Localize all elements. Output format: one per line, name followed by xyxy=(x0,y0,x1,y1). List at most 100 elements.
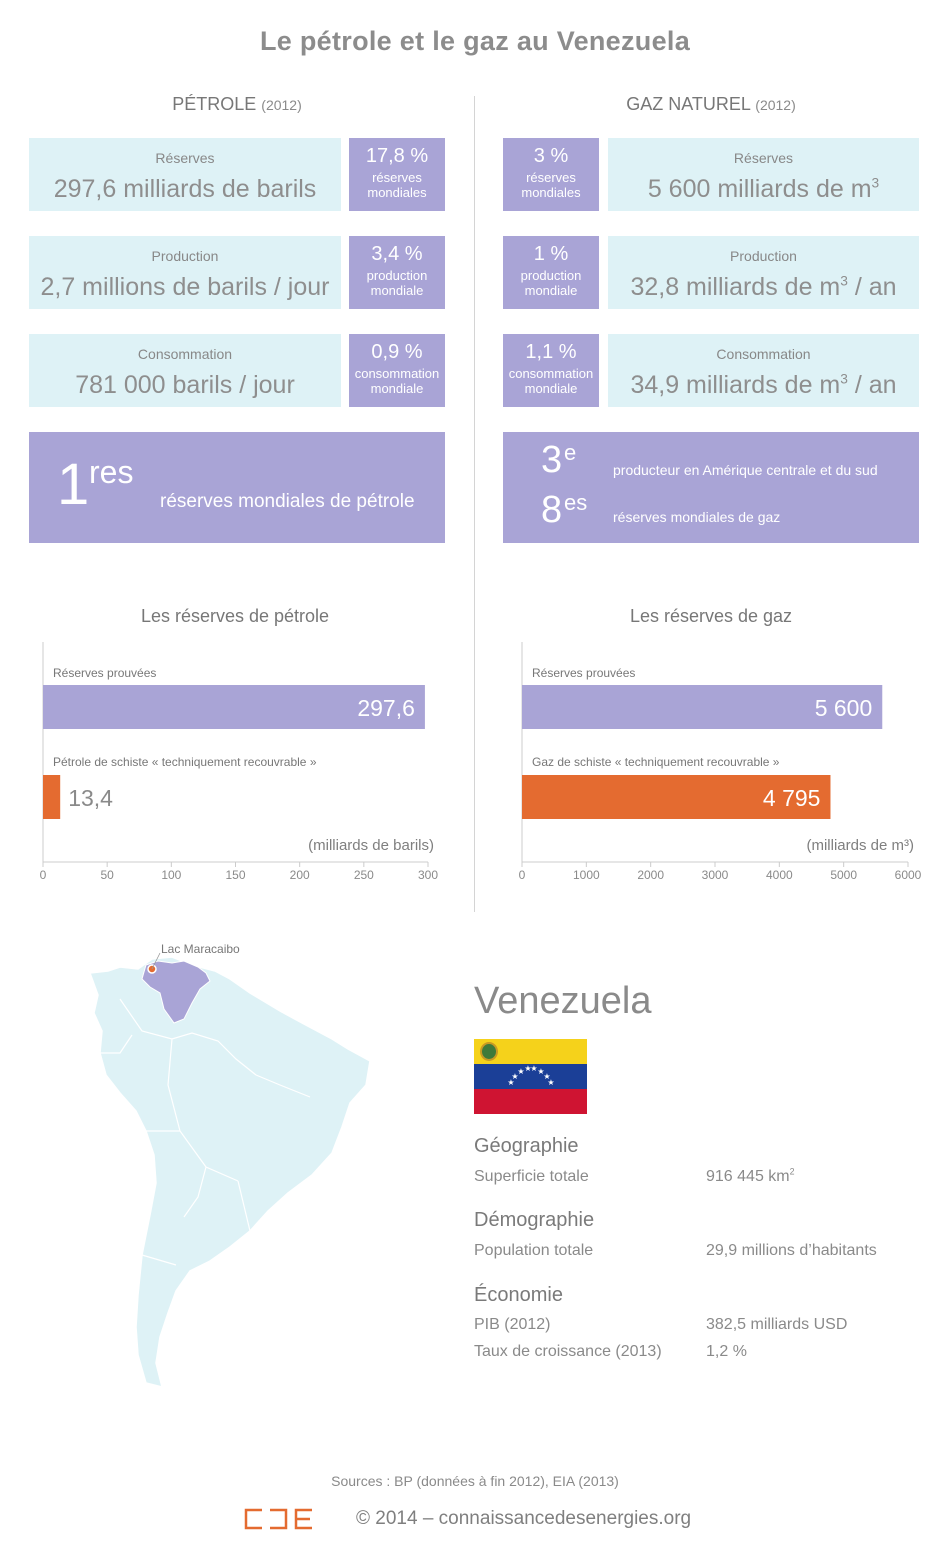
x-tick-label: 250 xyxy=(354,868,374,882)
chart-title-petrole: Les réserves de pétrole xyxy=(140,606,330,626)
petrole-reserves-pct: 17,8 % xyxy=(365,145,429,167)
gaz-reserves-box: Réserves 5 600 milliards de m3 xyxy=(608,138,919,211)
svg-text:★: ★ xyxy=(547,1078,554,1087)
petrole-rank-suffix: res xyxy=(89,454,134,490)
lake-label: Lac Maracaibo xyxy=(161,942,240,956)
gaz-production-pct: 1 % xyxy=(533,243,569,265)
x-tick-label: 1000 xyxy=(573,868,600,882)
economy-heading: Économie xyxy=(474,1284,563,1306)
gaz-production-box: Production 32,8 milliards de m3 / an xyxy=(608,236,919,309)
bar-value-label: 5 600 xyxy=(815,695,873,721)
south-america-shape xyxy=(88,956,371,1389)
petrole-consommation-pct-box: 0,9 % consommation mondiale xyxy=(349,334,445,407)
cde-logo xyxy=(244,1508,312,1530)
sources: Sources : BP (données à fin 2012), EIA (… xyxy=(331,1473,619,1489)
gaz-production-label: Production xyxy=(730,248,797,264)
gaz-consommation-label: Consommation xyxy=(716,346,811,362)
bar-value-label: 297,6 xyxy=(357,695,415,721)
flag-yellow-stripe xyxy=(474,1039,587,1064)
demography-heading: Démographie xyxy=(474,1209,595,1231)
petrole-rank-text: réserves mondiales de pétrole xyxy=(160,491,415,512)
bar xyxy=(43,685,425,729)
gaz-reserves-pct: 3 % xyxy=(533,145,569,167)
coat-of-arms-icon xyxy=(480,1042,498,1061)
growth-value: 1,2 % xyxy=(706,1343,747,1360)
petrole-consommation-value: 781 000 barils / jour xyxy=(75,371,295,399)
pct-caption: mondiale xyxy=(524,381,578,396)
petrole-reserves-value: 297,6 milliards de barils xyxy=(53,175,317,203)
svg-text:★: ★ xyxy=(517,1067,524,1076)
x-tick-label: 100 xyxy=(161,868,181,882)
country-borders xyxy=(100,998,311,1266)
petrole-consommation-pct: 0,9 % xyxy=(371,341,423,363)
svg-text:★: ★ xyxy=(543,1072,550,1081)
stars-icon: ★★★ ★ ★ ★★★ xyxy=(507,1064,554,1087)
pct-caption: mondiale xyxy=(370,283,424,298)
chart-unit-label: (milliards de m³) xyxy=(806,837,914,854)
svg-text:★: ★ xyxy=(537,1067,544,1076)
geography-heading: Géographie xyxy=(474,1135,579,1157)
petrole-consommation-label: Consommation xyxy=(137,346,233,362)
x-tick-label: 50 xyxy=(100,868,114,882)
population-label: Population totale xyxy=(474,1242,594,1259)
bar-category-label: Réserves prouvées xyxy=(532,666,635,680)
gaz-rank1-number: 3 xyxy=(541,439,563,481)
petrole-production-pct-box: 3,4 % production mondiale xyxy=(349,236,445,309)
bar xyxy=(43,775,61,819)
bar xyxy=(522,685,883,729)
x-tick-label: 5000 xyxy=(830,868,857,882)
pct-caption: mondiale xyxy=(370,381,424,396)
chart-petrole: 0 50 100 150 200 250 300 Réserves prouvées 297,6… xyxy=(40,642,438,882)
gaz-heading: GAZ NATUREL (2012) xyxy=(626,94,796,114)
south-america-map xyxy=(88,952,371,1389)
petrole-reserves-label: Réserves xyxy=(155,150,215,166)
svg-text:★: ★ xyxy=(530,1064,537,1073)
gaz-rank1-suffix: e xyxy=(564,440,577,465)
x-tick-label: 4000 xyxy=(766,868,793,882)
growth-label: Taux de croissance (2013) xyxy=(474,1343,662,1360)
petrole-reserves-pct-box: 17,8 % réserves mondiales xyxy=(349,138,445,211)
gaz-rank2-text: réserves mondiales de gaz xyxy=(613,509,781,525)
pct-caption: mondiales xyxy=(521,185,581,200)
petrole-reserves-box: Réserves 297,6 milliards de barils xyxy=(29,138,341,211)
pct-caption: consommation xyxy=(354,366,440,381)
bar-value-label: 4 795 xyxy=(763,785,821,811)
gaz-reserves-label: Réserves xyxy=(733,150,794,166)
bar xyxy=(522,775,831,819)
pct-caption: réserves xyxy=(526,170,576,185)
gaz-rank2-number: 8 xyxy=(541,489,563,531)
area-label: Superficie totale xyxy=(474,1168,589,1185)
gaz-consommation-value: 34,9 milliards de m3 / an xyxy=(630,371,897,399)
svg-text:★: ★ xyxy=(511,1072,518,1081)
gaz-reserves-value: 5 600 milliards de m3 xyxy=(647,175,880,203)
column-divider xyxy=(474,96,475,912)
petrole-rank-box: 1 res réserves mondiales de pétrole xyxy=(29,432,445,543)
gaz-rank2-suffix: es xyxy=(564,490,588,515)
petrole-production-value: 2,7 millions de barils / jour xyxy=(40,273,330,301)
chart-title-gaz: Les réserves de gaz xyxy=(629,606,793,626)
country-name: Venezuela xyxy=(474,980,652,1022)
gaz-reserves-pct-box: 3 % réserves mondiales xyxy=(503,138,599,211)
chart-gaz: 0 1000 2000 3000 4000 5000 6000 Réserves prouvé… xyxy=(519,642,922,882)
gaz-production-value: 32,8 milliards de m3 / an xyxy=(630,273,897,301)
petrole-consommation-box: Consommation 781 000 barils / jour xyxy=(29,334,341,407)
bar-value-label: 13,4 xyxy=(68,785,113,811)
pib-label: PIB (2012) xyxy=(474,1316,551,1333)
gaz-rank1-text: producteur en Amérique centrale et du su… xyxy=(613,462,878,478)
x-tick-label: 0 xyxy=(40,868,47,882)
gaz-production-pct-box: 1 % production mondiale xyxy=(503,236,599,309)
flag-red-stripe xyxy=(474,1089,587,1114)
petrole-production-pct: 3,4 % xyxy=(371,243,423,265)
pct-caption: mondiale xyxy=(524,283,578,298)
bar-category-label: Gaz de schiste « techniquement recouvrab… xyxy=(532,755,780,769)
svg-text:★: ★ xyxy=(507,1078,514,1087)
petrole-production-box: Production 2,7 millions de barils / jour xyxy=(29,236,341,309)
population-value: 29,9 millions d’habitants xyxy=(706,1242,877,1259)
pib-value: 382,5 milliards USD xyxy=(706,1316,848,1333)
x-tick-label: 200 xyxy=(290,868,310,882)
bar-category-label: Réserves prouvées xyxy=(53,666,156,680)
svg-text:★: ★ xyxy=(524,1064,531,1073)
pct-caption: production xyxy=(520,268,582,283)
pct-caption: production xyxy=(366,268,428,283)
x-tick-label: 2000 xyxy=(637,868,664,882)
